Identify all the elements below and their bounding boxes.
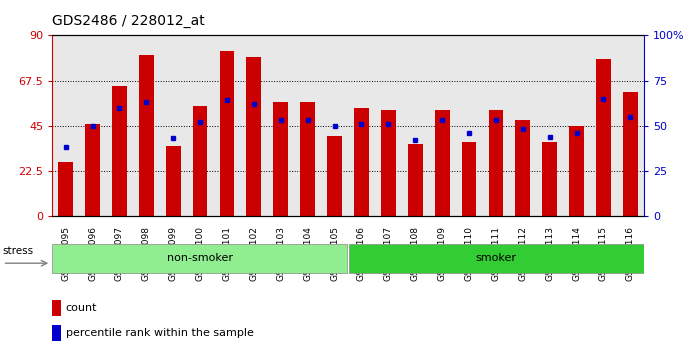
Bar <box>569 126 584 216</box>
Bar <box>52 300 61 316</box>
Bar <box>52 325 61 341</box>
Bar <box>246 57 261 216</box>
Bar <box>274 102 288 216</box>
Bar <box>112 86 127 216</box>
Bar <box>435 110 450 216</box>
Bar <box>461 142 476 216</box>
Bar <box>220 51 235 216</box>
Bar <box>85 124 100 216</box>
FancyBboxPatch shape <box>349 244 644 273</box>
Bar <box>139 56 154 216</box>
Bar <box>193 105 207 216</box>
Bar <box>489 110 503 216</box>
Bar <box>300 102 315 216</box>
Bar <box>516 120 530 216</box>
Bar <box>596 59 611 216</box>
Bar <box>354 108 369 216</box>
Bar <box>623 92 638 216</box>
Bar <box>327 136 342 216</box>
Bar <box>58 162 73 216</box>
Text: count: count <box>65 303 97 313</box>
Bar <box>381 110 396 216</box>
Bar <box>166 146 180 216</box>
Text: non-smoker: non-smoker <box>167 253 233 263</box>
FancyBboxPatch shape <box>52 244 347 273</box>
Text: GDS2486 / 228012_at: GDS2486 / 228012_at <box>52 14 205 28</box>
Bar <box>542 142 557 216</box>
Bar <box>408 144 422 216</box>
Text: stress: stress <box>3 246 33 256</box>
Text: percentile rank within the sample: percentile rank within the sample <box>65 327 253 338</box>
Text: smoker: smoker <box>475 253 516 263</box>
